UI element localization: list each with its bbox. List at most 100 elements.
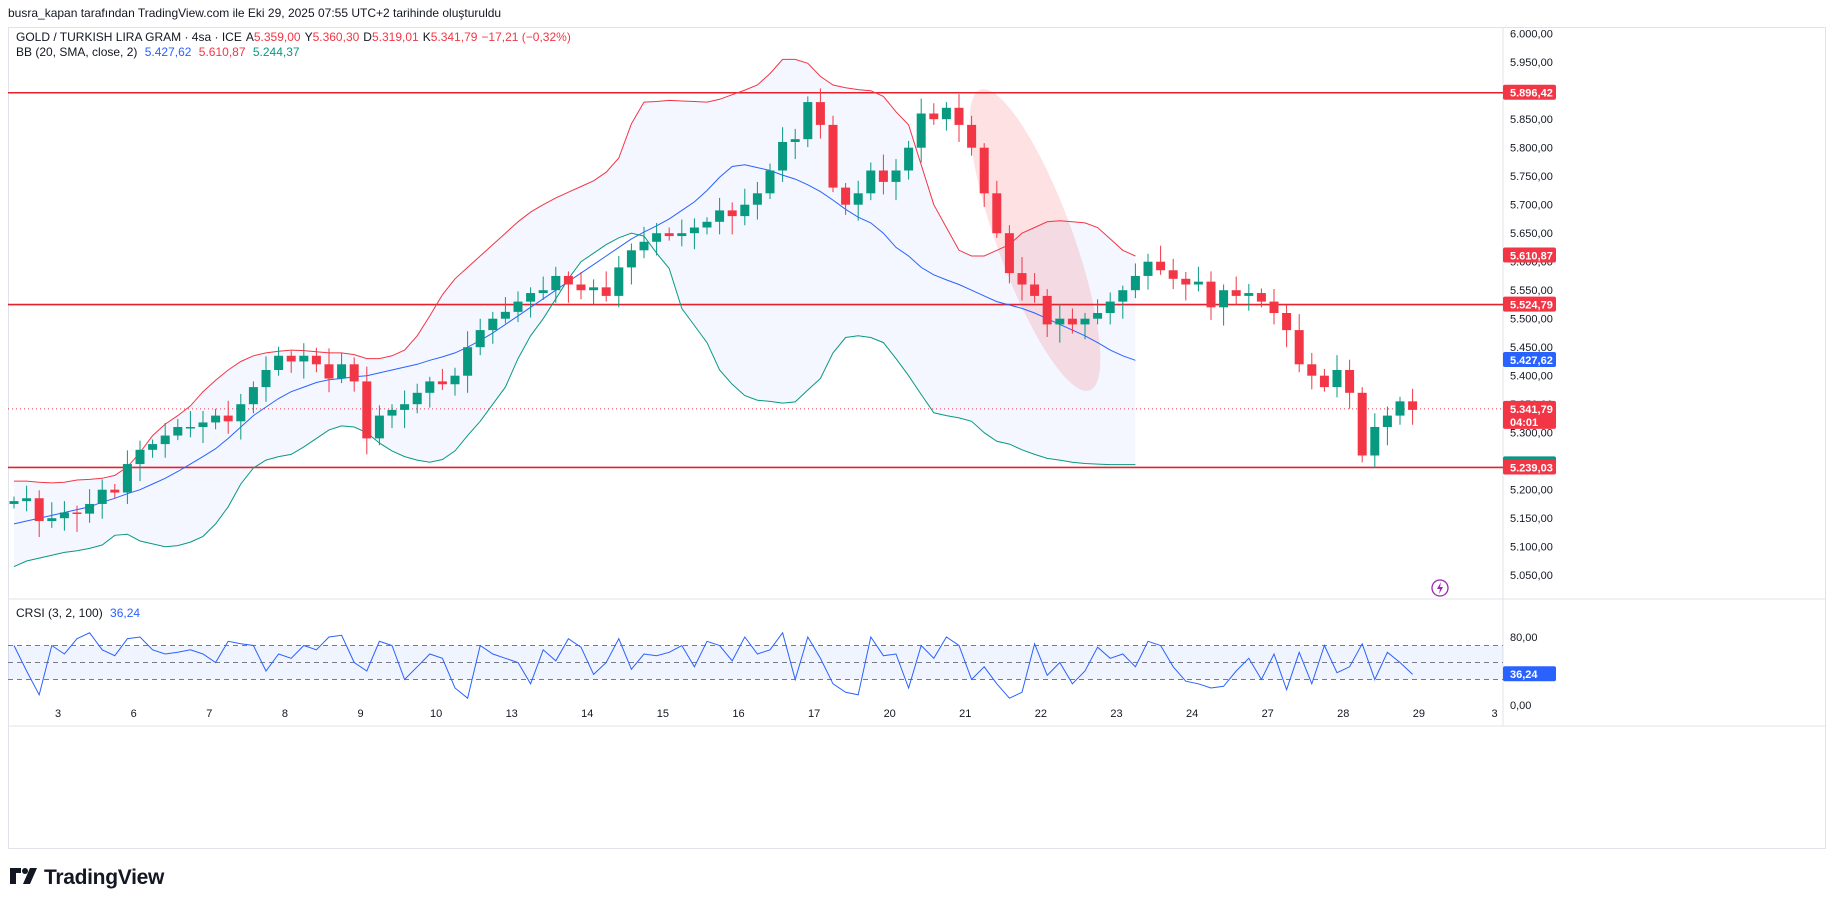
high-label: Y <box>304 30 313 44</box>
candle-body <box>1030 284 1040 296</box>
close-label: K <box>422 30 431 44</box>
candle-body <box>1269 301 1279 313</box>
candle-body <box>9 501 19 504</box>
candle-body <box>1004 233 1014 274</box>
time-tick: 21 <box>959 708 971 720</box>
price-label-bg <box>1503 247 1556 263</box>
price-tick: 5.700,00 <box>1510 200 1553 212</box>
candle-body <box>223 415 233 422</box>
tradingview-logo-icon <box>10 866 40 890</box>
price-tick: 5.100,00 <box>1510 542 1553 554</box>
candle-body <box>1307 364 1317 376</box>
candle-body <box>324 364 334 379</box>
bb-lower-value: 5.244,37 <box>252 45 300 59</box>
candle-body <box>274 355 284 370</box>
candle-body <box>1130 275 1140 291</box>
candle-body <box>765 170 775 194</box>
candle-body <box>652 233 662 242</box>
tradingview-brand[interactable]: TradingView <box>10 866 164 890</box>
candle-body <box>211 415 221 423</box>
price-label-text: 5.610,87 <box>1510 251 1553 263</box>
candle-body <box>412 392 422 405</box>
candle-body <box>664 233 674 237</box>
candle-body <box>689 227 699 234</box>
bb-title[interactable]: BB (20, SMA, close, 2) <box>16 45 138 59</box>
candle-body <box>702 221 712 228</box>
candle-body <box>1282 313 1292 331</box>
crsi-title[interactable]: CRSI (3, 2, 100) <box>16 606 103 620</box>
candle-body <box>463 347 473 376</box>
candle-body <box>1080 318 1090 325</box>
candle-body <box>904 147 914 171</box>
candle-body <box>185 427 195 429</box>
candle-body <box>34 498 44 522</box>
crsi-value-tag <box>1503 666 1556 682</box>
candle-body <box>362 381 372 439</box>
time-tick: 6 <box>131 708 137 720</box>
candle-body <box>1181 278 1191 285</box>
price-tick: 6.000,00 <box>1510 29 1553 41</box>
symbol-name[interactable]: GOLD / TURKISH LIRA GRAM · 4sa · ICE <box>16 30 242 44</box>
candle-body <box>677 233 687 237</box>
candle-body <box>513 301 523 312</box>
candle-body <box>1231 290 1241 296</box>
candle-body <box>1395 401 1405 416</box>
price-label-text: 5.341,79 <box>1510 404 1553 416</box>
candle-body <box>1017 273 1027 285</box>
candle-body <box>1408 401 1418 410</box>
candle-body <box>715 210 725 222</box>
candle-body <box>286 355 296 362</box>
bb-basis-line <box>13 164 1136 525</box>
candle-body <box>727 210 737 217</box>
price-tick: 5.650,00 <box>1510 228 1553 240</box>
crsi-tick: 80,00 <box>1510 632 1538 644</box>
candle-body <box>349 364 359 382</box>
price-tick: 5.150,00 <box>1510 513 1553 525</box>
candle-body <box>1193 281 1203 285</box>
candle-body <box>803 102 813 140</box>
candle-body <box>589 287 599 291</box>
candle-body <box>601 287 611 296</box>
candle-body <box>135 449 145 465</box>
open-label: A <box>245 30 254 44</box>
price-label-countdown: 04:01 <box>1510 417 1538 429</box>
candle-body <box>941 107 951 120</box>
low-value: 5.319,01 <box>371 30 419 44</box>
candle-body <box>400 404 410 410</box>
price-label-text: 5.524,79 <box>1510 300 1553 312</box>
price-label-bg <box>1503 459 1556 475</box>
price-tick: 5.300,00 <box>1510 428 1553 440</box>
candle-body <box>1042 295 1052 325</box>
candle-body <box>1345 370 1355 393</box>
time-tick: 22 <box>1035 708 1047 720</box>
candle-body <box>148 444 158 450</box>
candle-body <box>614 267 624 296</box>
candle-body <box>954 107 964 125</box>
bb-upper-line <box>14 58 1136 484</box>
candle-body <box>1156 261 1166 271</box>
chart-caption: busra_kapan tarafından TradingView.com i… <box>8 6 502 20</box>
candle-body <box>248 387 258 405</box>
candle-body <box>563 275 573 285</box>
time-tick: 9 <box>357 708 363 720</box>
bb-lower-line <box>13 232 1136 568</box>
candle-body <box>425 381 435 393</box>
time-tick: 10 <box>430 708 442 720</box>
candle-body <box>261 370 271 388</box>
price-tick: 5.450,00 <box>1510 342 1553 354</box>
chart-frame <box>8 27 1826 849</box>
candle-body <box>815 102 825 125</box>
crsi-value-tag-text: 36,24 <box>1510 669 1538 681</box>
candle-body <box>85 503 95 514</box>
price-label-bg <box>1503 351 1556 367</box>
price-tick: 5.850,00 <box>1510 114 1553 126</box>
candle-body <box>967 124 977 148</box>
crsi-legend: CRSI (3, 2, 100) 36,24 <box>16 606 144 620</box>
time-tick: 15 <box>657 708 669 720</box>
high-value: 5.360,30 <box>312 30 360 44</box>
candle-body <box>1357 392 1367 456</box>
candle-body <box>1055 318 1065 325</box>
candle-body <box>752 193 762 205</box>
symbol-legend: GOLD / TURKISH LIRA GRAM · 4sa · ICE A 5.3… <box>16 30 575 44</box>
